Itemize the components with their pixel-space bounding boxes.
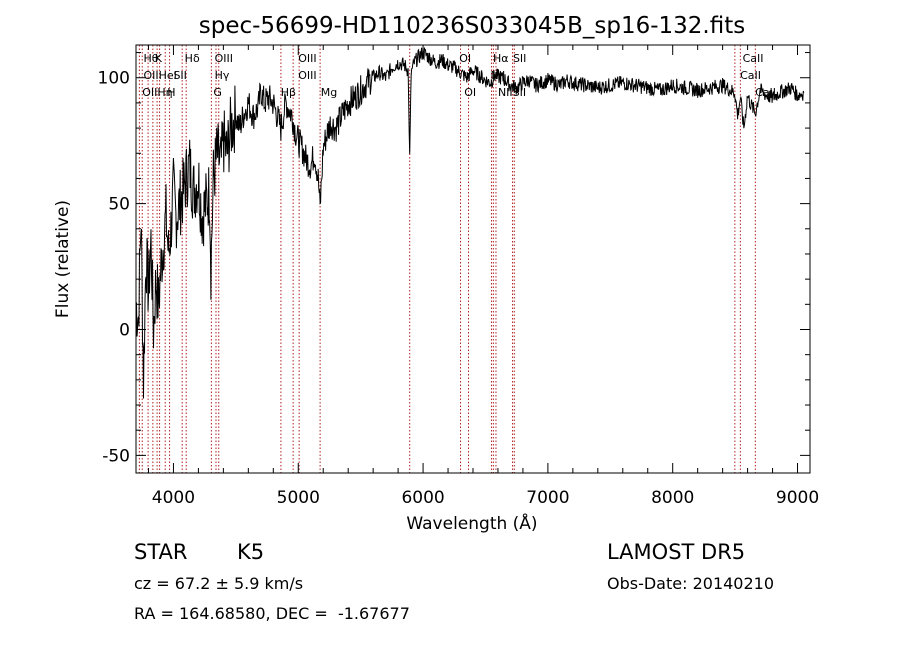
y-axis-label: Flux (relative) [53,200,73,318]
y-tick-label: 50 [108,195,130,215]
object-class: STAR [134,540,188,564]
line-label: OIII [298,52,316,65]
x-tick-label: 5000 [277,488,320,508]
line-label: Mg [321,86,337,99]
chart-title: spec-56699-HD110236S033045B_sp16-132.fit… [199,13,745,39]
line-label: Hθ [143,52,158,65]
x-tick-label: 8000 [651,488,694,508]
line-label: OIII [215,52,233,65]
line-label: CaII [743,52,764,65]
spectrum-line [135,46,805,399]
line-label: Hγ [215,69,230,82]
x-tick-label: 6000 [401,488,444,508]
y-tick-label: 100 [98,69,130,89]
line-label: CaII [740,69,761,82]
line-label: OI [464,86,476,99]
spectral-line-markers [138,45,756,473]
spectrum-series [135,46,805,399]
line-label: OI [459,52,471,65]
line-label: OIIHη [142,86,172,99]
line-label: SII [173,69,186,82]
line-label: OIII [298,69,316,82]
survey-name: LAMOST DR5 [607,540,746,564]
line-label: G [213,86,222,99]
y-tick-label: -50 [102,446,130,466]
y-tick-label: 0 [119,320,130,340]
plot-frame [135,44,811,474]
line-label: Hα [493,52,509,65]
axes: 4000 5000 6000 7000 8000 9000 -50 0 50 100 [98,45,819,508]
coordinates-text: RA = 164.68580, DEC = -1.67677 [134,604,410,623]
x-tick-label: 4000 [152,488,195,508]
line-label: OIIHeI [143,69,176,82]
line-label: Hβ [281,86,296,99]
line-label: K [155,52,163,65]
line-label: Hδ [185,52,200,65]
line-label: H [167,86,175,99]
line-label: SII [513,52,526,65]
x-axis-label: Wavelength (Å) [406,512,537,534]
object-subclass: K5 [237,540,265,564]
x-tick-label: 7000 [526,488,569,508]
x-tick-label: 9000 [776,488,819,508]
velocity-text: cz = 67.2 ± 5.9 km/s [134,574,304,593]
obs-date-text: Obs-Date: 20140210 [607,574,775,593]
